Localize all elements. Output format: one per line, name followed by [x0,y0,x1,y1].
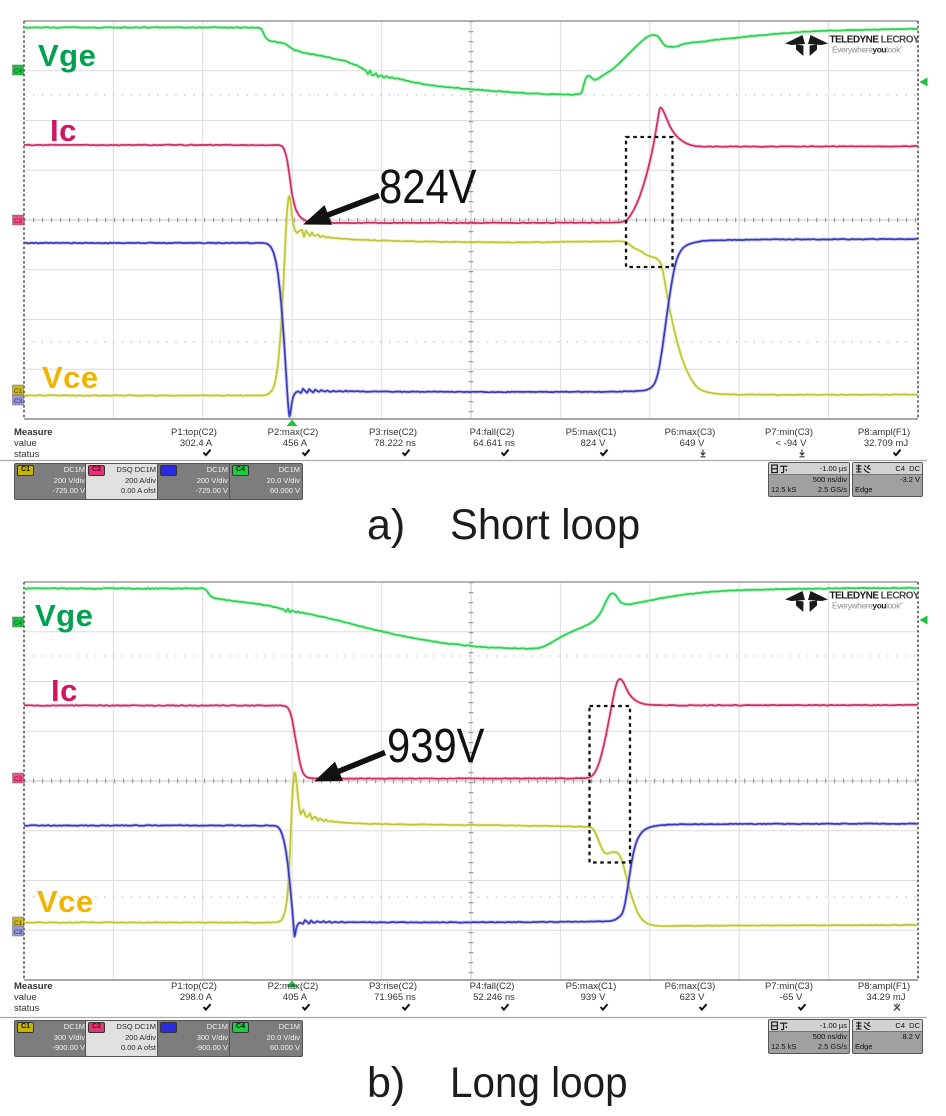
svg-text:Everywhereyoulook”: Everywhereyoulook” [832,44,903,54]
svg-text:C4: C4 [14,620,23,627]
svg-text:C1: C1 [14,388,23,395]
svg-text:C3: C3 [14,398,23,405]
svg-text:Everywhereyoulook”: Everywhereyoulook” [832,600,903,610]
svg-text:TELEDYNE LECROY: TELEDYNE LECROY [830,591,920,602]
svg-text:C4: C4 [14,68,23,75]
svg-text:C2: C2 [14,218,23,225]
svg-text:TELEDYNE LECROY: TELEDYNE LECROY [830,35,920,46]
svg-text:C1: C1 [14,920,23,927]
svg-text:C2: C2 [14,776,23,783]
svg-text:C3: C3 [14,929,23,936]
